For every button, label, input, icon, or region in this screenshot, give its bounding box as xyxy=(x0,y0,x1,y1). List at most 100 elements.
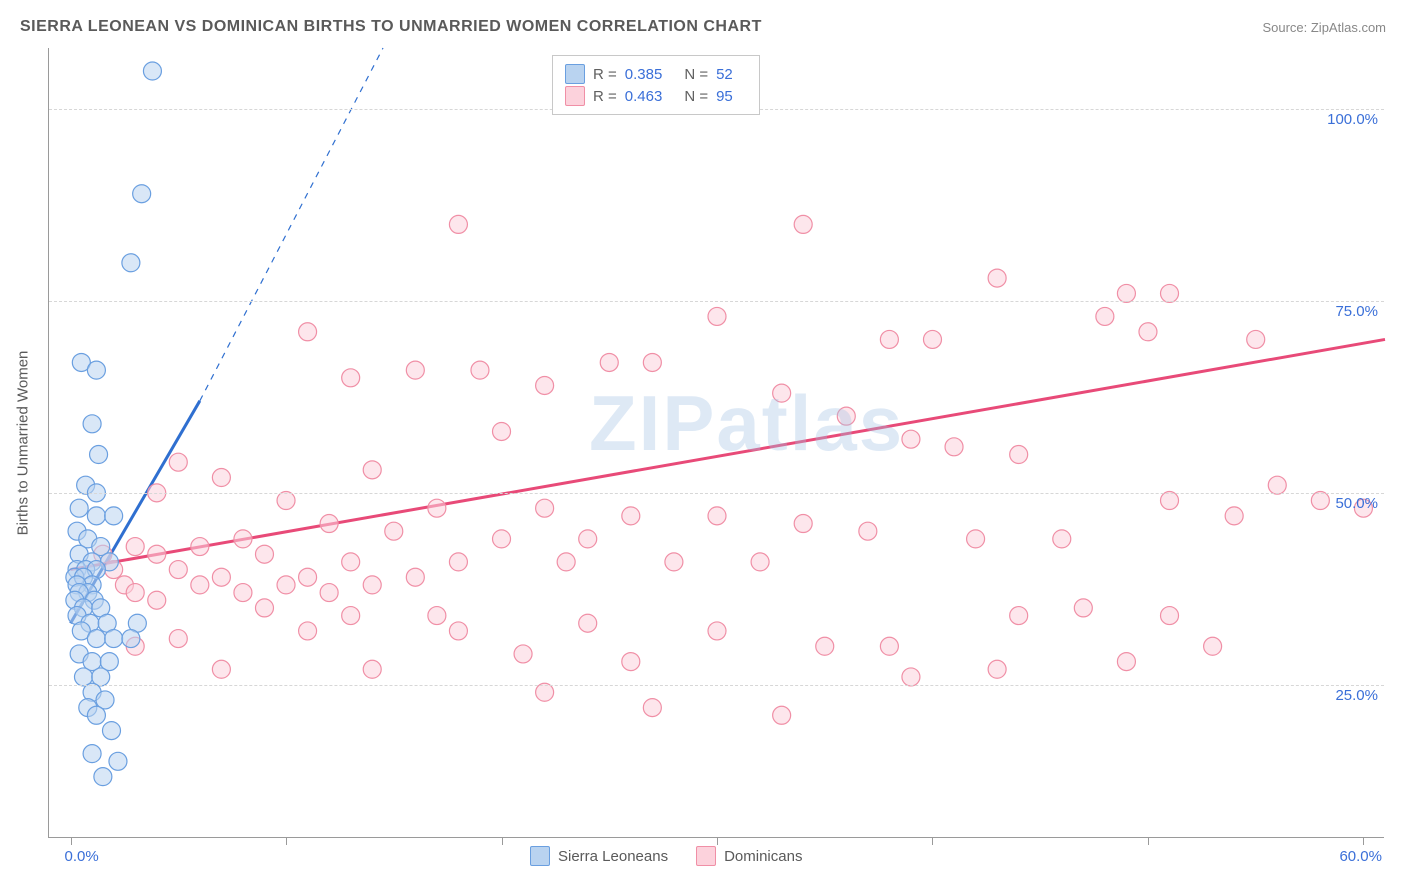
data-point xyxy=(122,254,140,272)
data-point xyxy=(1010,446,1028,464)
data-point xyxy=(406,568,424,586)
legend-label: Dominicans xyxy=(724,848,802,865)
data-point xyxy=(880,637,898,655)
y-axis-label: Births to Unmarried Women xyxy=(15,350,32,535)
data-point xyxy=(122,630,140,648)
data-point xyxy=(169,561,187,579)
legend-n-label: N = xyxy=(684,66,708,83)
data-point xyxy=(277,576,295,594)
data-point xyxy=(428,607,446,625)
x-tick xyxy=(717,837,718,845)
data-point xyxy=(493,422,511,440)
data-point xyxy=(557,553,575,571)
data-point xyxy=(902,430,920,448)
data-point xyxy=(212,660,230,678)
legend-item: Dominicans xyxy=(696,846,802,866)
data-point xyxy=(126,538,144,556)
data-point xyxy=(536,683,554,701)
source-attribution: Source: ZipAtlas.com xyxy=(1262,20,1386,35)
data-point xyxy=(299,622,317,640)
legend-n-value: 95 xyxy=(716,88,733,105)
data-point xyxy=(536,499,554,517)
data-point xyxy=(449,215,467,233)
data-point xyxy=(191,576,209,594)
data-point xyxy=(708,622,726,640)
data-point xyxy=(255,545,273,563)
data-point xyxy=(90,446,108,464)
x-tick-label: 60.0% xyxy=(1339,848,1382,865)
data-point xyxy=(902,668,920,686)
data-point xyxy=(1074,599,1092,617)
data-point xyxy=(1311,492,1329,510)
data-point xyxy=(94,768,112,786)
legend-r-label: R = xyxy=(593,66,617,83)
y-tick-label: 50.0% xyxy=(1335,495,1378,512)
data-point xyxy=(1268,476,1286,494)
data-point xyxy=(234,530,252,548)
data-point xyxy=(148,545,166,563)
data-point xyxy=(773,706,791,724)
trend-line xyxy=(71,339,1385,569)
data-point xyxy=(1010,607,1028,625)
data-point xyxy=(1161,284,1179,302)
data-point xyxy=(837,407,855,425)
data-point xyxy=(109,752,127,770)
data-point xyxy=(255,599,273,617)
legend-item: Sierra Leoneans xyxy=(530,846,668,866)
data-point xyxy=(406,361,424,379)
data-point xyxy=(126,584,144,602)
gridline xyxy=(49,685,1384,686)
data-point xyxy=(320,584,338,602)
legend-n-label: N = xyxy=(684,88,708,105)
data-point xyxy=(1247,330,1265,348)
data-point xyxy=(945,438,963,456)
y-tick-label: 25.0% xyxy=(1335,687,1378,704)
data-point xyxy=(751,553,769,571)
data-point xyxy=(342,553,360,571)
data-point xyxy=(87,706,105,724)
data-point xyxy=(212,469,230,487)
data-point xyxy=(967,530,985,548)
data-point xyxy=(665,553,683,571)
data-point xyxy=(1204,637,1222,655)
x-tick xyxy=(286,837,287,845)
legend-label: Sierra Leoneans xyxy=(558,848,668,865)
legend-row: R =0.385N =52 xyxy=(565,64,747,84)
data-point xyxy=(87,630,105,648)
data-point xyxy=(87,507,105,525)
data-point xyxy=(169,630,187,648)
data-point xyxy=(105,507,123,525)
legend-r-value: 0.463 xyxy=(625,88,663,105)
data-point xyxy=(449,622,467,640)
data-point xyxy=(794,515,812,533)
data-point xyxy=(1139,323,1157,341)
data-point xyxy=(579,614,597,632)
data-point xyxy=(148,591,166,609)
data-point xyxy=(299,568,317,586)
legend-swatch xyxy=(565,64,585,84)
data-point xyxy=(643,353,661,371)
data-point xyxy=(1117,653,1135,671)
data-point xyxy=(708,507,726,525)
data-point xyxy=(1053,530,1071,548)
data-point xyxy=(1117,284,1135,302)
trend-lines xyxy=(71,48,1385,623)
data-point xyxy=(794,215,812,233)
data-point xyxy=(1161,492,1179,510)
scatter-svg xyxy=(49,48,1385,838)
data-point xyxy=(622,507,640,525)
series-legend: Sierra Leoneans Dominicans xyxy=(530,846,802,866)
data-point xyxy=(880,330,898,348)
data-point xyxy=(363,576,381,594)
legend-swatch xyxy=(565,86,585,106)
x-tick xyxy=(932,837,933,845)
data-point xyxy=(143,62,161,80)
data-point xyxy=(708,307,726,325)
trend-line xyxy=(200,48,383,401)
data-point xyxy=(449,553,467,571)
data-point xyxy=(133,185,151,203)
data-point xyxy=(363,660,381,678)
legend-n-value: 52 xyxy=(716,66,733,83)
data-point xyxy=(70,499,88,517)
data-point xyxy=(320,515,338,533)
